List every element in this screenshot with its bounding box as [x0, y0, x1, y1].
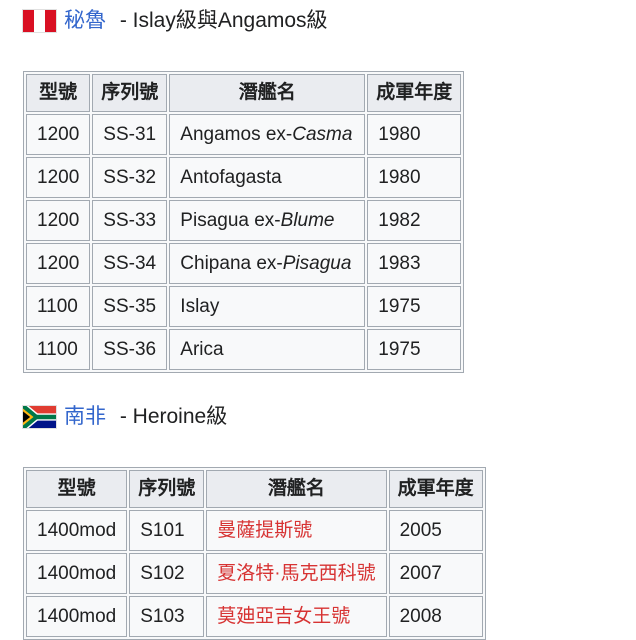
section-heading-peru: 秘魯 - Islay級與Angamos級: [23, 9, 636, 33]
south-africa-flag-icon[interactable]: [23, 406, 56, 428]
serial-cell: SS-34: [92, 243, 168, 284]
column-header-name: 潛艦名: [169, 74, 366, 112]
model-cell: 1200: [26, 243, 91, 284]
column-header-year: 成軍年度: [367, 74, 462, 112]
section-title-south-africa: - Heroine級: [114, 405, 228, 428]
name-cell: 莫廸亞吉女王號: [206, 596, 387, 637]
name-cell: Islay: [169, 286, 366, 327]
serial-cell: S103: [129, 596, 205, 637]
model-cell: 1100: [26, 286, 91, 327]
section-heading-south-africa: 南非 - Heroine級: [23, 405, 636, 429]
country-link-peru[interactable]: 秘魯: [64, 9, 106, 32]
former-name: Blume: [280, 210, 335, 231]
table-row: 1100 SS-36 Arica 1975: [26, 329, 462, 370]
year-cell: 2007: [388, 553, 483, 594]
year-cell: 1982: [367, 200, 462, 241]
table-row: 1200 SS-34 Chipana ex-Pisagua 1983: [26, 243, 462, 284]
name-cell: Arica: [169, 329, 366, 370]
table-row: 1400mod S103 莫廸亞吉女王號 2008: [26, 596, 483, 637]
section-title-peru: - Islay級與Angamos級: [114, 9, 328, 32]
column-header-year: 成軍年度: [388, 470, 483, 508]
model-cell: 1200: [26, 114, 91, 155]
year-cell: 2008: [388, 596, 483, 637]
table-row: 1400mod S101 曼薩提斯號 2005: [26, 510, 483, 551]
year-cell: 1983: [367, 243, 462, 284]
table-row: 1200 SS-32 Antofagasta 1980: [26, 157, 462, 198]
submarine-redlink[interactable]: 夏洛特·馬克西科號: [217, 563, 376, 584]
name-cell: Angamos ex-Casma: [169, 114, 366, 155]
name-cell: Pisagua ex-Blume: [169, 200, 366, 241]
country-link-south-africa[interactable]: 南非: [64, 405, 106, 428]
serial-cell: SS-33: [92, 200, 168, 241]
serial-cell: S102: [129, 553, 205, 594]
model-cell: 1100: [26, 329, 91, 370]
year-cell: 1975: [367, 286, 462, 327]
serial-cell: SS-31: [92, 114, 168, 155]
serial-cell: S101: [129, 510, 205, 551]
table-row: 1200 SS-31 Angamos ex-Casma 1980: [26, 114, 462, 155]
table-header-row: 型號 序列號 潛艦名 成軍年度: [26, 470, 483, 508]
serial-cell: SS-35: [92, 286, 168, 327]
column-header-serial: 序列號: [129, 470, 205, 508]
name-cell: Antofagasta: [169, 157, 366, 198]
south-africa-submarines-table: 型號 序列號 潛艦名 成軍年度 1400mod S101 曼薩提斯號 2005 …: [23, 467, 486, 640]
former-name: Pisagua: [282, 253, 352, 274]
peru-submarines-table: 型號 序列號 潛艦名 成軍年度 1200 SS-31 Angamos ex-Ca…: [23, 71, 465, 373]
serial-cell: SS-36: [92, 329, 168, 370]
serial-cell: SS-32: [92, 157, 168, 198]
model-cell: 1400mod: [26, 553, 128, 594]
column-header-model: 型號: [26, 470, 128, 508]
peru-flag-icon[interactable]: [23, 10, 56, 32]
model-cell: 1200: [26, 157, 91, 198]
model-cell: 1200: [26, 200, 91, 241]
table-row: 1100 SS-35 Islay 1975: [26, 286, 462, 327]
table-header-row: 型號 序列號 潛艦名 成軍年度: [26, 74, 462, 112]
name-cell: 曼薩提斯號: [206, 510, 387, 551]
model-cell: 1400mod: [26, 596, 128, 637]
year-cell: 1975: [367, 329, 462, 370]
submarine-redlink[interactable]: 莫廸亞吉女王號: [217, 606, 351, 627]
column-header-model: 型號: [26, 74, 91, 112]
column-header-name: 潛艦名: [206, 470, 387, 508]
name-cell: Chipana ex-Pisagua: [169, 243, 366, 284]
year-cell: 1980: [367, 114, 462, 155]
year-cell: 2005: [388, 510, 483, 551]
model-cell: 1400mod: [26, 510, 128, 551]
submarine-redlink[interactable]: 曼薩提斯號: [217, 520, 313, 541]
name-cell: 夏洛特·馬克西科號: [206, 553, 387, 594]
table-row: 1200 SS-33 Pisagua ex-Blume 1982: [26, 200, 462, 241]
column-header-serial: 序列號: [92, 74, 168, 112]
year-cell: 1980: [367, 157, 462, 198]
table-row: 1400mod S102 夏洛特·馬克西科號 2007: [26, 553, 483, 594]
former-name: Casma: [292, 124, 353, 145]
